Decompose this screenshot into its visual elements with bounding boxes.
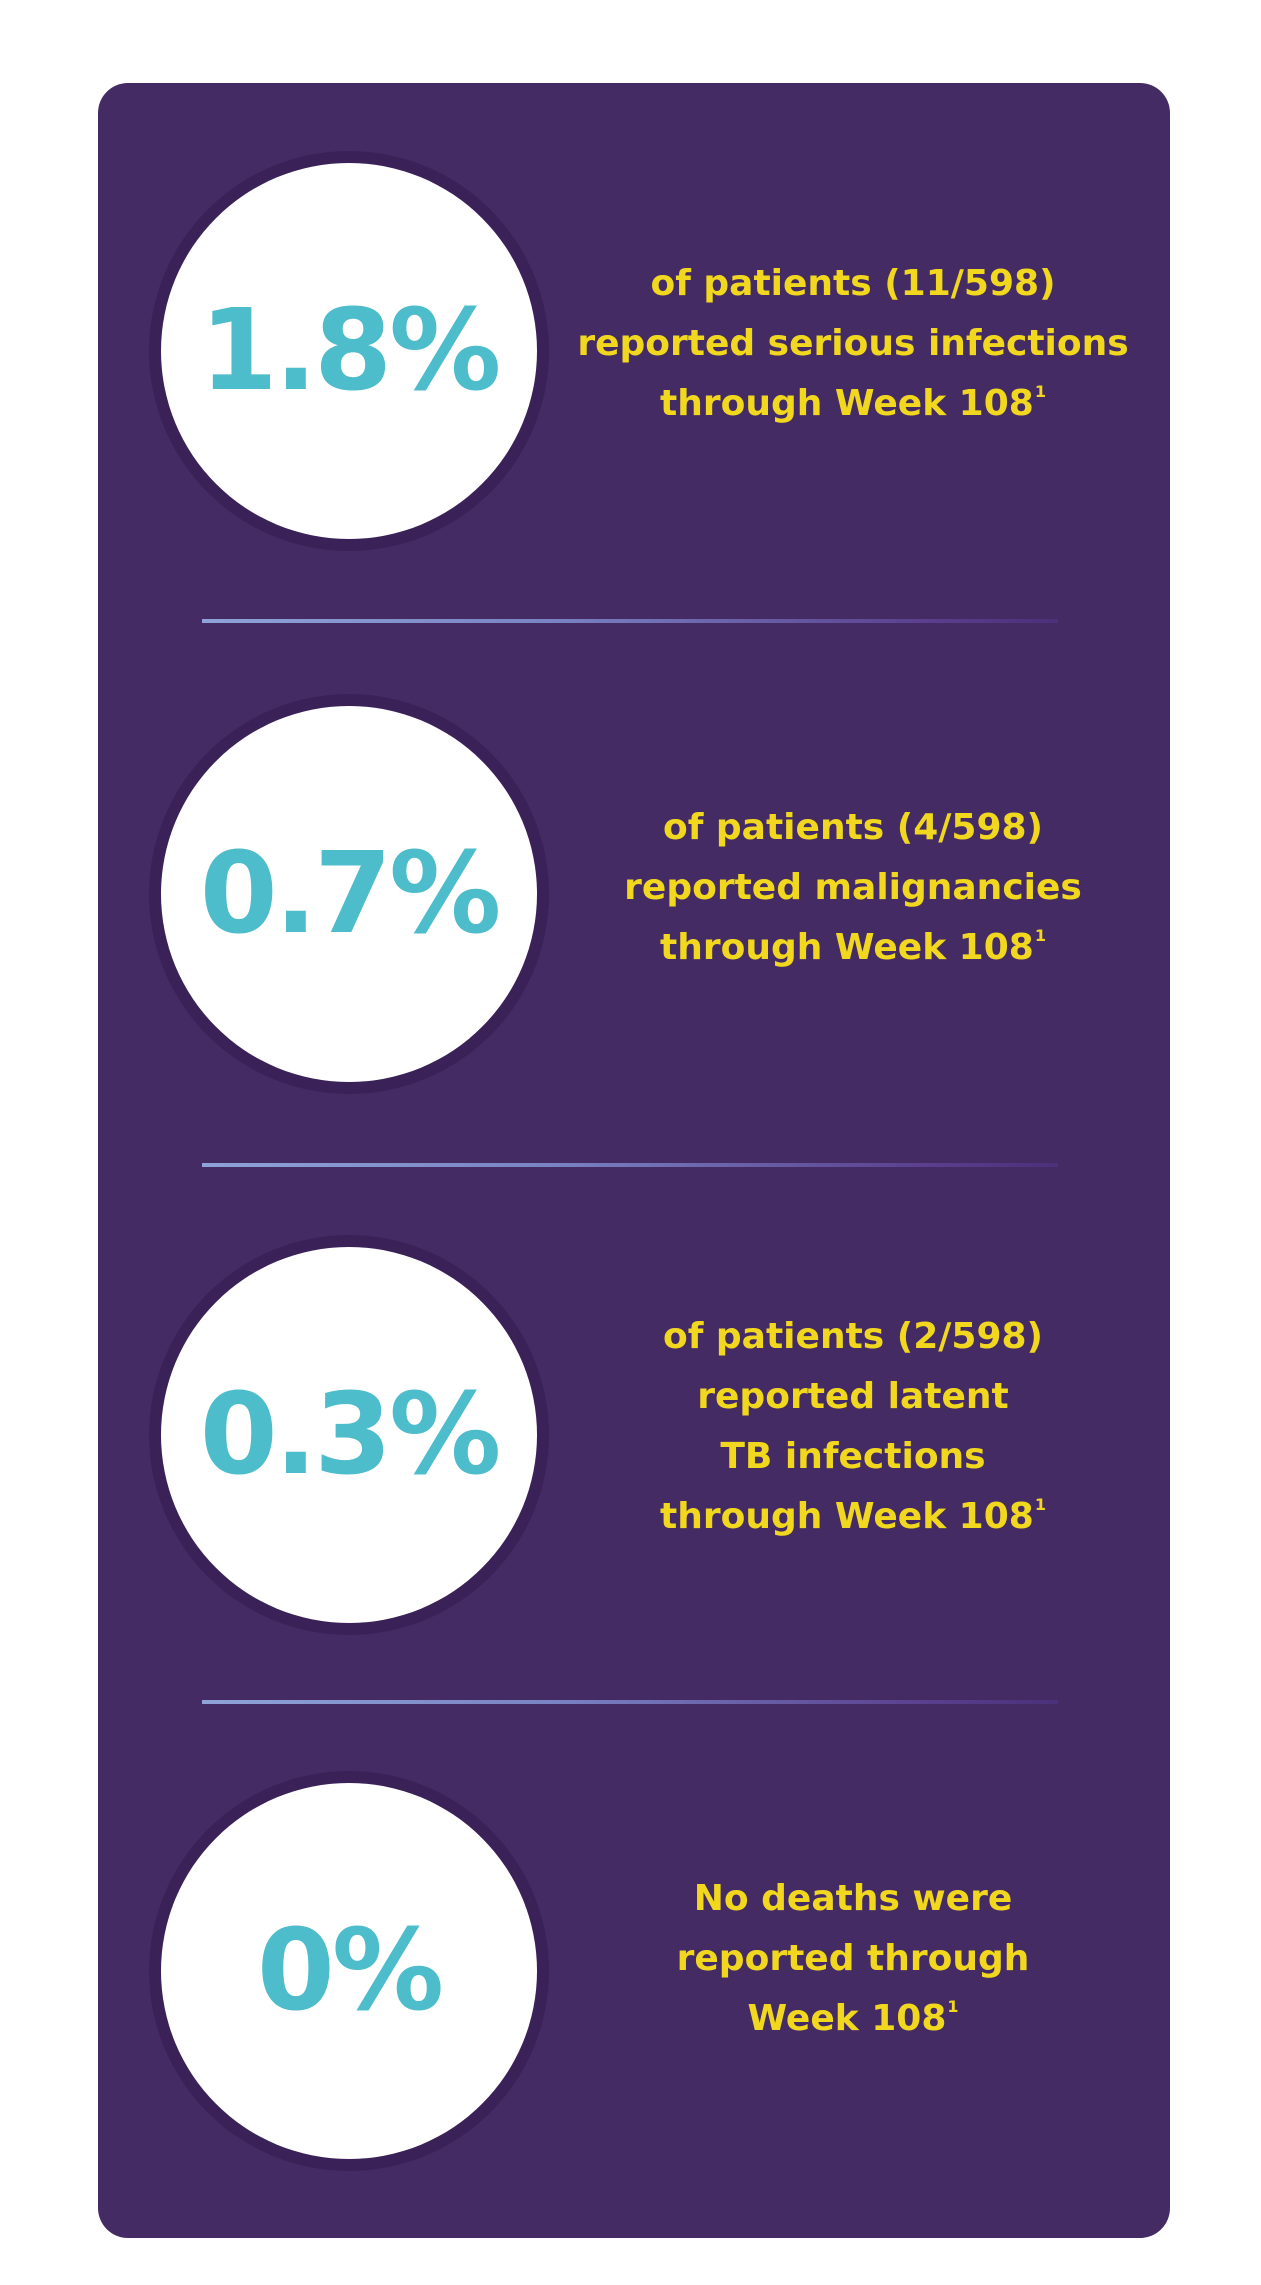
stat-description-line: through Week 108 — [660, 927, 1034, 968]
footnote-marker: 1 — [1034, 1495, 1046, 1514]
stat-description-line: reported malignancies — [624, 867, 1082, 908]
stat-circle: 0.7% — [149, 694, 549, 1094]
divider — [202, 1163, 1058, 1167]
stat-description-line: reported latent — [697, 1376, 1009, 1417]
stat-row-latent-tb: 0.3% of patients (2/598) reported latent… — [98, 1235, 1170, 1635]
stat-description-line: through Week 108 — [660, 383, 1034, 424]
stat-description: of patients (11/598) reported serious in… — [558, 254, 1148, 434]
stat-row-deaths: 0% No deaths were reported through Week … — [98, 1771, 1170, 2171]
stat-description-line: reported serious infections — [577, 323, 1129, 364]
stat-description-line: Week 108 — [747, 1998, 947, 2039]
stat-description-line: TB infections — [720, 1436, 986, 1477]
stat-description: of patients (4/598) reported malignancie… — [558, 798, 1148, 978]
stat-description: No deaths were reported through Week 108… — [558, 1869, 1148, 2049]
footnote-marker: 1 — [947, 1997, 959, 2016]
stat-circle: 1.8% — [149, 151, 549, 551]
stat-row-serious-infections: 1.8% of patients (11/598) reported serio… — [98, 151, 1170, 551]
stat-value: 1.8% — [199, 286, 502, 416]
stat-description-line: reported through — [676, 1938, 1030, 1979]
stat-description: of patients (2/598) reported latent TB i… — [558, 1307, 1148, 1547]
footnote-marker: 1 — [1034, 382, 1046, 401]
stat-circle: 0% — [149, 1771, 549, 2171]
stat-description-line: of patients (4/598) — [662, 807, 1043, 848]
divider — [202, 619, 1058, 623]
stat-description-line: No deaths were — [693, 1878, 1013, 1919]
divider — [202, 1700, 1058, 1704]
stat-description-line: through Week 108 — [660, 1496, 1034, 1537]
stat-description-line: of patients (2/598) — [662, 1316, 1043, 1357]
stat-value: 0% — [256, 1906, 444, 2036]
footnote-marker: 1 — [1034, 926, 1046, 945]
stat-circle: 0.3% — [149, 1235, 549, 1635]
stat-value: 0.7% — [199, 829, 502, 959]
stat-row-malignancies: 0.7% of patients (4/598) reported malign… — [98, 694, 1170, 1094]
stat-description-line: of patients (11/598) — [650, 263, 1056, 304]
stat-value: 0.3% — [199, 1370, 502, 1500]
stats-panel: 1.8% of patients (11/598) reported serio… — [98, 83, 1170, 2238]
